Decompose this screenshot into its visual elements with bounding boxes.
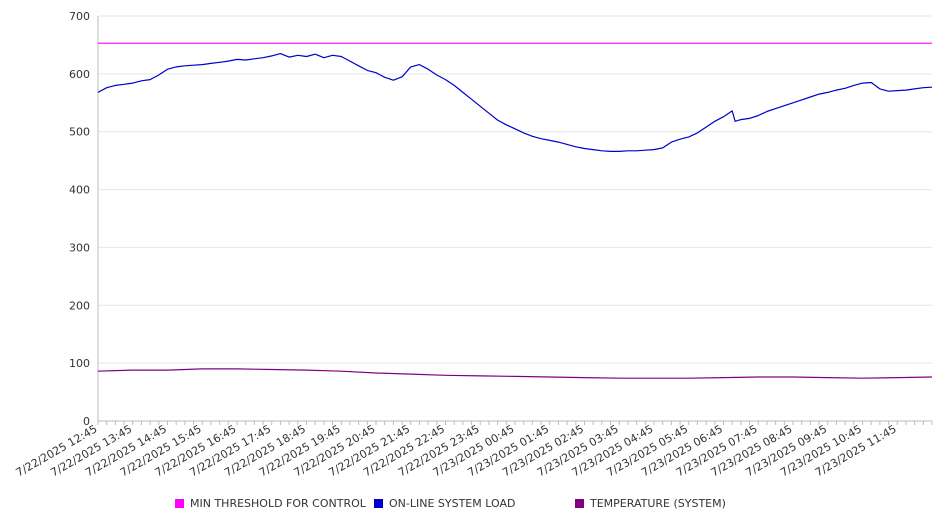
x-axis: 7/22/2025 12:457/22/2025 13:457/22/2025 … bbox=[14, 16, 933, 479]
legend-swatch-temperature bbox=[575, 499, 584, 508]
legend-label-threshold: MIN THRESHOLD FOR CONTROL bbox=[190, 497, 366, 510]
series-lines bbox=[97, 42, 933, 379]
y-tick-label-500: 500 bbox=[69, 126, 90, 139]
system-load-line bbox=[97, 52, 933, 152]
y-tick-label-300: 300 bbox=[69, 241, 90, 254]
legend-item-system-load[interactable]: ON-LINE SYSTEM LOAD bbox=[374, 497, 515, 510]
y-tick-label-600: 600 bbox=[69, 68, 90, 81]
grid-lines bbox=[98, 15, 932, 422]
y-tick-label-100: 100 bbox=[69, 357, 90, 370]
y-tick-label-200: 200 bbox=[69, 299, 90, 312]
legend-label-system-load: ON-LINE SYSTEM LOAD bbox=[389, 497, 516, 510]
y-tick-label-0: 0 bbox=[83, 415, 90, 428]
y-tick-label-400: 400 bbox=[69, 184, 90, 197]
legend-label-temperature: TEMPERATURE (SYSTEM) bbox=[590, 497, 726, 510]
legend-item-threshold[interactable]: MIN THRESHOLD FOR CONTROL bbox=[175, 497, 366, 510]
temperature-line bbox=[97, 368, 933, 379]
y-axis: 0 100 200 300 400 500 600 700 bbox=[69, 10, 90, 428]
y-tick-label-700: 700 bbox=[69, 10, 90, 23]
legend-item-temperature[interactable]: TEMPERATURE (SYSTEM) bbox=[575, 497, 726, 510]
legend-swatch-threshold bbox=[175, 499, 184, 508]
line-chart: 0 100 200 300 400 500 600 700 7/22/2025 12:457/… bbox=[14, 10, 933, 479]
legend: MIN THRESHOLD FOR CONTROL ON-LINE SYSTEM… bbox=[0, 497, 946, 515]
legend-swatch-system-load bbox=[374, 499, 383, 508]
